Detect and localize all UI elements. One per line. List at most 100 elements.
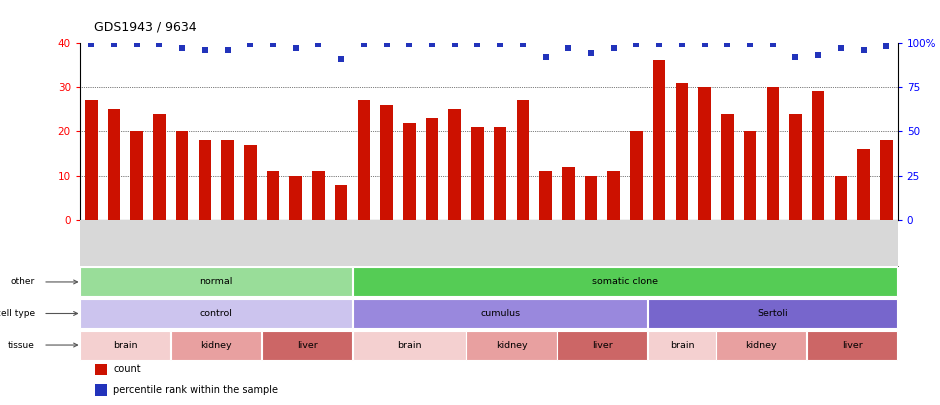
Point (197, 47, 212, 53)
Text: Sertoli: Sertoli (758, 309, 788, 318)
Text: kidney: kidney (745, 341, 777, 350)
Text: count: count (114, 364, 141, 374)
Text: GDS1943 / 9634: GDS1943 / 9634 (94, 20, 196, 33)
FancyBboxPatch shape (80, 299, 352, 328)
Point (674, 41, 689, 47)
Text: control: control (200, 309, 232, 318)
Text: brain: brain (669, 341, 694, 350)
Point (788, 53, 803, 60)
FancyBboxPatch shape (716, 330, 807, 360)
Point (834, 45, 849, 51)
Point (651, 41, 666, 47)
Text: kidney: kidney (200, 341, 232, 350)
Bar (198, 140, 212, 220)
Bar (744, 131, 757, 220)
Bar (312, 171, 324, 220)
Bar (381, 105, 393, 220)
Bar (176, 131, 188, 220)
Bar (221, 140, 234, 220)
Point (493, 41, 508, 47)
Point (879, 43, 894, 49)
Point (401, 41, 416, 47)
Bar (471, 127, 484, 220)
Point (289, 45, 304, 51)
Bar (630, 131, 643, 220)
Bar (290, 176, 302, 220)
Bar (721, 114, 733, 220)
Point (470, 41, 485, 47)
Text: normal: normal (199, 277, 233, 286)
Point (765, 41, 780, 47)
FancyBboxPatch shape (262, 330, 352, 360)
Point (584, 50, 599, 56)
Bar (153, 114, 165, 220)
Text: cell type: cell type (0, 309, 35, 318)
Bar (494, 127, 507, 220)
Bar (95, 384, 107, 396)
Bar (585, 176, 597, 220)
Point (265, 41, 280, 47)
Point (538, 53, 553, 60)
Point (175, 45, 190, 51)
Text: kidney: kidney (495, 341, 527, 350)
Bar (108, 109, 120, 220)
Point (629, 41, 644, 47)
FancyBboxPatch shape (649, 330, 715, 360)
Point (561, 45, 576, 51)
Point (856, 47, 871, 53)
Text: liver: liver (842, 341, 863, 350)
Bar (676, 83, 688, 220)
Point (311, 41, 326, 47)
Bar (540, 171, 552, 220)
Bar (95, 364, 107, 375)
Bar (244, 145, 257, 220)
Point (220, 47, 235, 53)
Bar (857, 149, 870, 220)
FancyBboxPatch shape (649, 299, 898, 328)
Bar (835, 176, 847, 220)
FancyBboxPatch shape (466, 330, 556, 360)
Point (810, 52, 825, 58)
Text: somatic clone: somatic clone (592, 277, 658, 286)
Bar (607, 171, 620, 220)
Bar (766, 87, 779, 220)
Text: brain: brain (397, 341, 421, 350)
Text: liver: liver (592, 341, 613, 350)
FancyBboxPatch shape (80, 330, 170, 360)
Bar (880, 140, 893, 220)
Bar (426, 118, 438, 220)
FancyBboxPatch shape (557, 330, 648, 360)
Bar (517, 100, 529, 220)
Point (356, 41, 371, 47)
Bar (131, 131, 143, 220)
Point (720, 41, 735, 47)
Point (129, 41, 144, 47)
Point (243, 41, 258, 47)
Point (334, 55, 349, 62)
Point (606, 45, 621, 51)
Bar (812, 92, 824, 220)
Text: percentile rank within the sample: percentile rank within the sample (114, 385, 278, 395)
Bar (448, 109, 461, 220)
Point (379, 41, 394, 47)
FancyBboxPatch shape (352, 267, 898, 296)
Bar (403, 123, 415, 220)
FancyBboxPatch shape (352, 330, 465, 360)
Point (515, 41, 530, 47)
Bar (653, 60, 666, 220)
Bar (562, 167, 574, 220)
Text: other: other (10, 277, 35, 286)
Point (84, 41, 99, 47)
Text: brain: brain (113, 341, 137, 350)
Point (152, 41, 167, 47)
Bar (85, 100, 98, 220)
Bar (698, 87, 711, 220)
Point (447, 41, 462, 47)
Point (425, 41, 440, 47)
FancyBboxPatch shape (171, 330, 261, 360)
Text: liver: liver (297, 341, 318, 350)
FancyBboxPatch shape (352, 299, 648, 328)
FancyBboxPatch shape (807, 330, 898, 360)
Point (743, 41, 758, 47)
Bar (335, 185, 348, 220)
